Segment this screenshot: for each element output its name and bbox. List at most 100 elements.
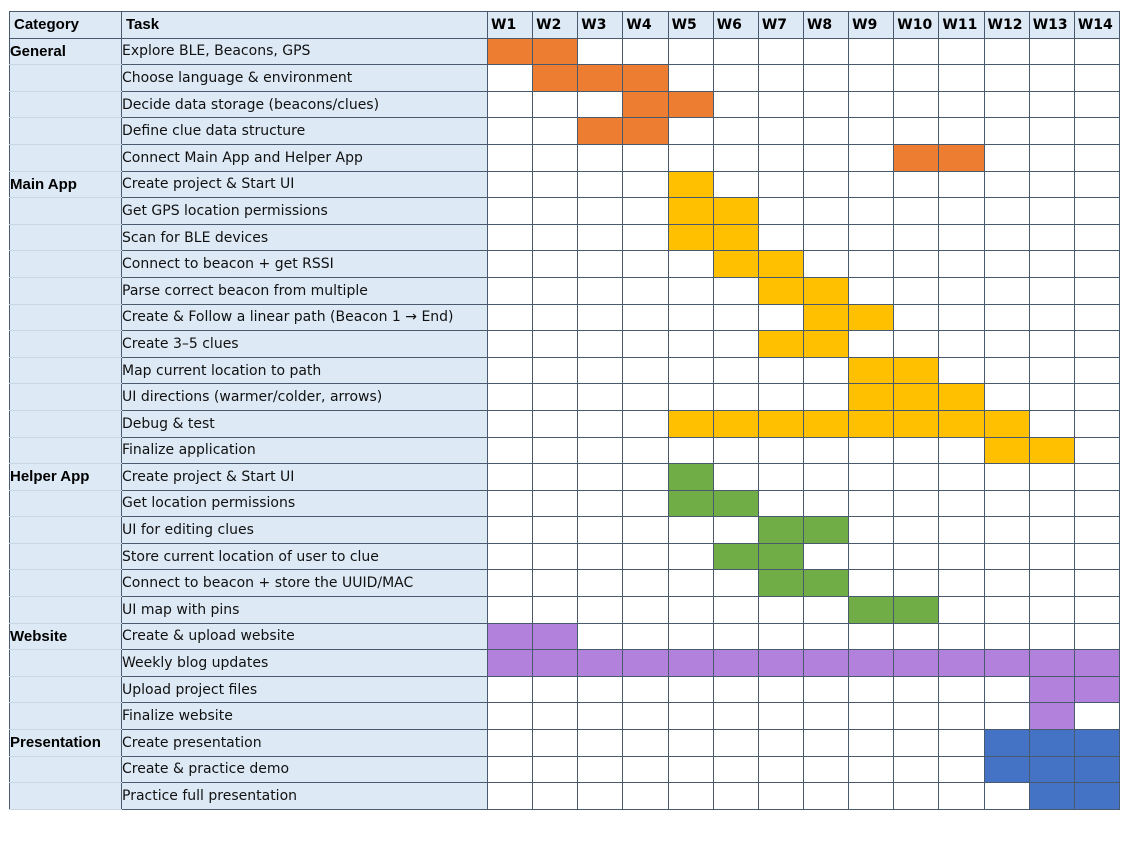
empty-cell-w4 bbox=[622, 516, 669, 544]
task-row: Connect Main App and Helper App bbox=[9, 143, 1120, 172]
empty-cell-w5 bbox=[667, 143, 714, 172]
empty-cell-w10 bbox=[893, 782, 940, 810]
empty-cell-w4 bbox=[622, 569, 669, 598]
empty-cell-w10 bbox=[893, 303, 940, 332]
empty-cell-w7 bbox=[757, 64, 804, 92]
gantt-bar-cell-w8 bbox=[802, 303, 850, 332]
empty-cell-w4 bbox=[622, 782, 669, 810]
gantt-bar-cell-w11 bbox=[938, 409, 985, 438]
gantt-bar-cell-w3 bbox=[577, 649, 624, 677]
gantt-bar-cell-w13 bbox=[1028, 729, 1075, 757]
gantt-bar-cell-w8 bbox=[802, 569, 850, 598]
empty-cell-w1 bbox=[486, 409, 534, 438]
empty-cell-w9 bbox=[848, 436, 895, 465]
gantt-bar-cell-w13 bbox=[1028, 649, 1075, 677]
empty-cell-w12 bbox=[983, 596, 1030, 624]
category-cell bbox=[9, 649, 122, 677]
empty-cell-w6 bbox=[712, 356, 759, 385]
category-cell: Main App bbox=[9, 170, 122, 199]
empty-cell-w4 bbox=[622, 383, 669, 411]
gantt-bar-cell-w5 bbox=[667, 409, 714, 438]
task-row: Upload project files bbox=[9, 675, 1120, 704]
empty-cell-w5 bbox=[667, 356, 714, 385]
gantt-bar-cell-w13 bbox=[1028, 675, 1075, 704]
empty-cell-w1 bbox=[486, 90, 534, 119]
empty-cell-w10 bbox=[893, 542, 940, 571]
empty-cell-w9 bbox=[848, 117, 895, 145]
empty-cell-w5 bbox=[667, 622, 714, 651]
task-row: Weekly blog updates bbox=[9, 649, 1120, 677]
empty-cell-w9 bbox=[848, 170, 895, 199]
task-label: Create presentation bbox=[121, 729, 488, 757]
empty-cell-w9 bbox=[848, 223, 895, 252]
empty-cell-w12 bbox=[983, 170, 1030, 199]
empty-cell-w7 bbox=[757, 755, 804, 784]
empty-cell-w3 bbox=[577, 409, 624, 438]
category-cell bbox=[9, 197, 122, 225]
empty-cell-w11 bbox=[938, 197, 985, 225]
empty-cell-w2 bbox=[532, 303, 579, 332]
empty-cell-w10 bbox=[893, 436, 940, 465]
empty-cell-w13 bbox=[1028, 223, 1075, 252]
empty-cell-w5 bbox=[667, 542, 714, 571]
gantt-bar-cell-w10 bbox=[893, 383, 940, 411]
empty-cell-w4 bbox=[622, 596, 669, 624]
empty-cell-w5 bbox=[667, 330, 714, 358]
empty-cell-w12 bbox=[983, 90, 1030, 119]
category-cell bbox=[9, 782, 122, 810]
empty-cell-w2 bbox=[532, 330, 579, 358]
empty-cell-w5 bbox=[667, 755, 714, 784]
week-header-8: W8 bbox=[802, 11, 850, 39]
task-label: Explore BLE, Beacons, GPS bbox=[121, 37, 488, 66]
empty-cell-w9 bbox=[848, 197, 895, 225]
gantt-bar-cell-w4 bbox=[622, 64, 669, 92]
category-cell bbox=[9, 569, 122, 598]
empty-cell-w6 bbox=[712, 64, 759, 92]
empty-cell-w11 bbox=[938, 675, 985, 704]
empty-cell-w2 bbox=[532, 276, 579, 305]
empty-cell-w10 bbox=[893, 622, 940, 651]
empty-cell-w10 bbox=[893, 276, 940, 305]
task-label: Decide data storage (beacons/clues) bbox=[121, 90, 488, 119]
task-label: Weekly blog updates bbox=[121, 649, 488, 677]
empty-cell-w9 bbox=[848, 276, 895, 305]
empty-cell-w9 bbox=[848, 782, 895, 810]
empty-cell-w5 bbox=[667, 436, 714, 465]
task-row: Decide data storage (beacons/clues) bbox=[9, 90, 1120, 119]
empty-cell-w1 bbox=[486, 516, 534, 544]
empty-cell-w3 bbox=[577, 143, 624, 172]
empty-cell-w6 bbox=[712, 729, 759, 757]
empty-cell-w14 bbox=[1073, 330, 1120, 358]
empty-cell-w14 bbox=[1073, 170, 1120, 199]
empty-cell-w9 bbox=[848, 37, 895, 66]
task-label: Create project & Start UI bbox=[121, 170, 488, 199]
empty-cell-w1 bbox=[486, 276, 534, 305]
gantt-bar-cell-w5 bbox=[667, 223, 714, 252]
empty-cell-w2 bbox=[532, 463, 579, 491]
gantt-bar-cell-w13 bbox=[1028, 782, 1075, 810]
empty-cell-w5 bbox=[667, 276, 714, 305]
gantt-bar-cell-w14 bbox=[1073, 675, 1120, 704]
empty-cell-w6 bbox=[712, 463, 759, 491]
empty-cell-w8 bbox=[802, 143, 850, 172]
category-cell bbox=[9, 117, 122, 145]
empty-cell-w14 bbox=[1073, 143, 1120, 172]
gantt-bar-cell-w7 bbox=[757, 542, 804, 571]
empty-cell-w4 bbox=[622, 170, 669, 199]
empty-cell-w3 bbox=[577, 755, 624, 784]
empty-cell-w9 bbox=[848, 622, 895, 651]
empty-cell-w14 bbox=[1073, 622, 1120, 651]
empty-cell-w2 bbox=[532, 197, 579, 225]
category-cell bbox=[9, 436, 122, 465]
empty-cell-w9 bbox=[848, 755, 895, 784]
empty-cell-w7 bbox=[757, 117, 804, 145]
empty-cell-w6 bbox=[712, 675, 759, 704]
week-header-5: W5 bbox=[667, 11, 714, 39]
empty-cell-w8 bbox=[802, 675, 850, 704]
empty-cell-w1 bbox=[486, 64, 534, 92]
task-row: Scan for BLE devices bbox=[9, 223, 1120, 252]
empty-cell-w13 bbox=[1028, 330, 1075, 358]
empty-cell-w14 bbox=[1073, 303, 1120, 332]
gantt-bar-cell-w7 bbox=[757, 330, 804, 358]
empty-cell-w11 bbox=[938, 569, 985, 598]
